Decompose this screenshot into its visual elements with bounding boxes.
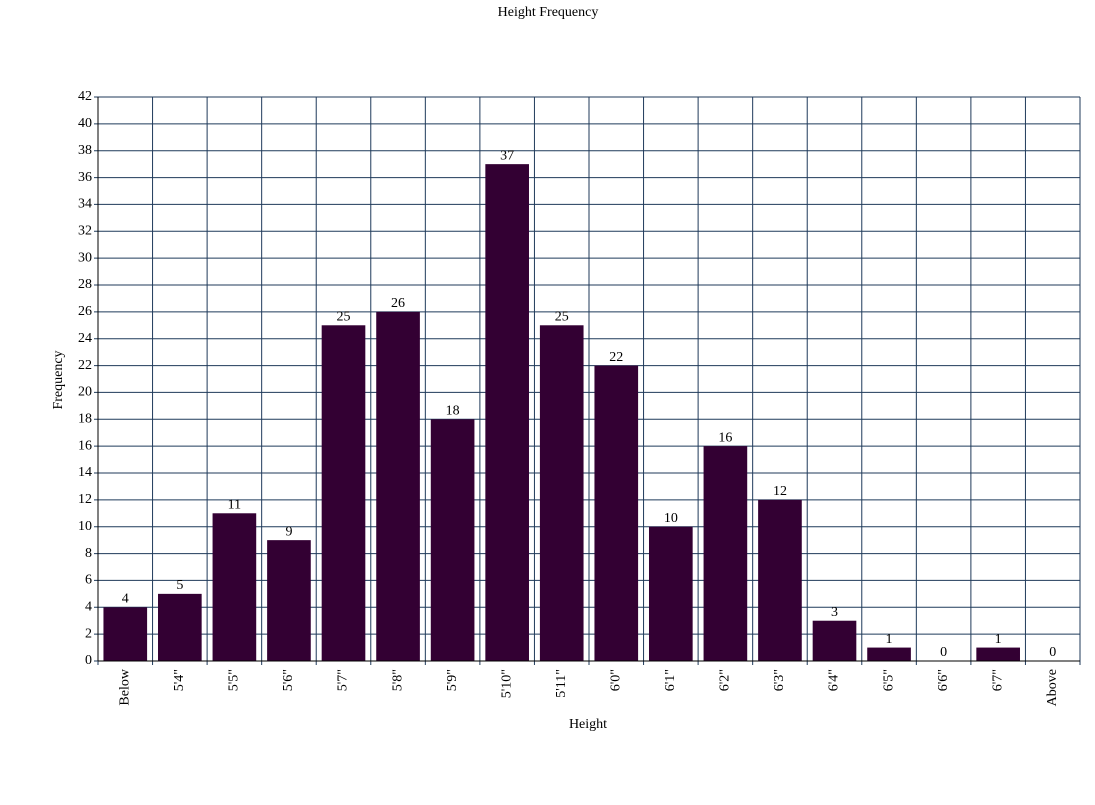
y-tick-label: 18: [78, 412, 92, 427]
bar: [485, 164, 529, 661]
x-tick-label: Below: [117, 668, 132, 705]
x-tick-label: 6'7": [990, 669, 1005, 691]
bar: [594, 365, 639, 661]
bar: [376, 311, 420, 661]
bar: [430, 419, 475, 661]
x-tick-label: 6'3": [772, 669, 787, 691]
data-label: 26: [391, 296, 405, 311]
y-tick-label: 2: [85, 626, 92, 641]
y-axis-title: Frequency: [51, 350, 66, 409]
x-tick-label: 6'6": [936, 669, 951, 691]
data-label: 10: [664, 511, 678, 526]
y-tick-label: 12: [78, 492, 92, 507]
y-tick-label: 38: [78, 143, 92, 158]
y-tick-label: 24: [78, 331, 92, 346]
y-tick-label: 36: [78, 170, 92, 185]
y-tick-label: 40: [78, 116, 92, 131]
chart-title: Height Frequency: [498, 5, 599, 20]
y-tick-label: 4: [85, 600, 92, 615]
data-label: 25: [555, 310, 569, 325]
bar: [158, 593, 202, 661]
x-tick-label: 5'9": [445, 669, 460, 691]
x-tick-label: 5'11": [554, 669, 569, 698]
y-tick-label: 30: [78, 250, 92, 265]
bar: [976, 647, 1020, 661]
y-tick-label: 14: [78, 465, 92, 480]
x-tick-label: 5'10": [499, 669, 514, 698]
bar: [867, 647, 911, 661]
bar: [321, 325, 366, 661]
data-label: 18: [446, 404, 460, 419]
y-tick-label: 22: [78, 358, 92, 373]
data-label: 37: [500, 148, 514, 163]
bar: [812, 620, 857, 661]
bar: [267, 540, 311, 661]
y-tick-label: 8: [85, 546, 92, 561]
y-tick-label: 6: [85, 573, 92, 588]
y-tick-label: 26: [78, 304, 92, 319]
data-label: 1: [995, 632, 1002, 647]
y-tick-label: 16: [78, 438, 92, 453]
x-tick-label: 5'5": [227, 669, 242, 691]
x-axis-title: Height: [569, 717, 607, 732]
bar: [649, 526, 693, 661]
bar: [758, 499, 802, 661]
x-tick-label: Above: [1045, 669, 1060, 706]
y-tick-label: 0: [85, 653, 92, 668]
data-label: 22: [609, 350, 623, 365]
data-label: 0: [940, 645, 947, 660]
x-tick-label: 6'0": [608, 669, 623, 691]
y-tick-label: 32: [78, 224, 92, 239]
x-tick-label: 5'7": [336, 669, 351, 691]
data-label: 12: [773, 484, 787, 499]
x-tick-label: 6'5": [881, 669, 896, 691]
data-label: 4: [122, 592, 129, 607]
x-tick-label: 5'8": [390, 669, 405, 691]
x-tick-label: 5'4": [172, 669, 187, 691]
y-tick-label: 42: [78, 89, 92, 104]
bar: [103, 607, 148, 661]
data-label: 9: [285, 524, 292, 539]
y-tick-label: 20: [78, 385, 92, 400]
data-label: 3: [831, 605, 838, 620]
data-label: 0: [1049, 645, 1056, 660]
y-tick-label: 28: [78, 277, 92, 292]
data-label: 16: [718, 430, 732, 445]
data-label: 25: [337, 310, 351, 325]
bar: [703, 446, 748, 661]
data-label: 5: [176, 578, 183, 593]
bar: [539, 325, 584, 661]
bar: [212, 513, 257, 661]
data-label: 1: [886, 632, 893, 647]
y-tick-label: 10: [78, 519, 92, 534]
y-tick-label: 34: [78, 197, 92, 212]
x-tick-label: 6'2": [718, 669, 733, 691]
data-label: 11: [228, 498, 241, 513]
x-tick-label: 6'1": [663, 669, 678, 691]
x-tick-label: 6'4": [827, 669, 842, 691]
x-tick-label: 5'6": [281, 669, 296, 691]
